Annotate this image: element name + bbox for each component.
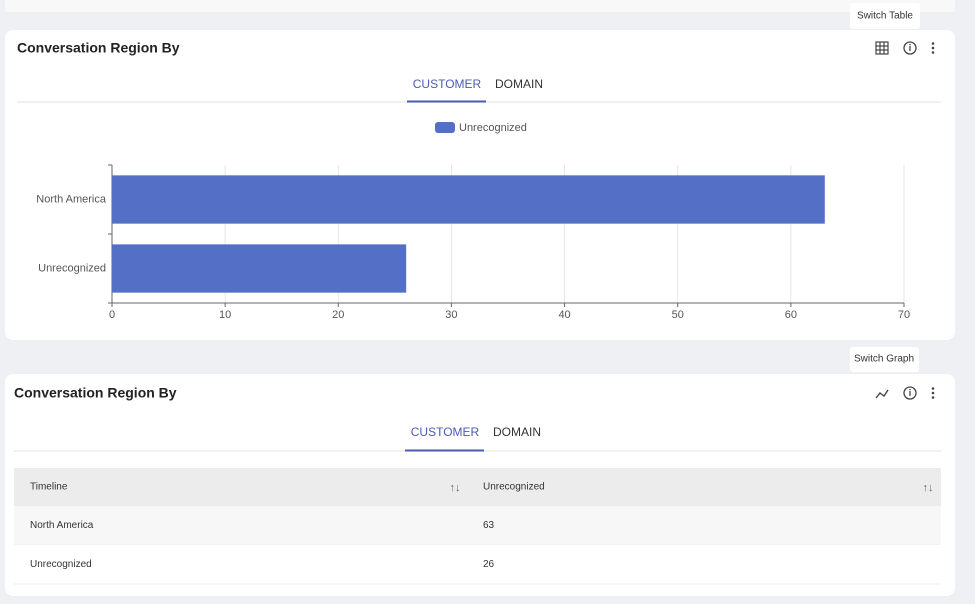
- x-tick-label: 70: [898, 309, 910, 321]
- graph-icon[interactable]: [875, 389, 889, 399]
- panel-title: Conversation Region By: [14, 385, 177, 401]
- y-tick-label: Unrecognized: [38, 262, 106, 274]
- tooltip: Switch Table: [857, 11, 913, 22]
- table-row: [14, 545, 941, 584]
- legend-label: Unrecognized: [459, 122, 527, 134]
- tab[interactable]: DOMAIN: [495, 77, 543, 91]
- y-tick-label: North America: [36, 193, 107, 205]
- legend-swatch: [435, 122, 455, 133]
- bar: [112, 244, 407, 293]
- bar-chart: 0 10 20 30 40 50 60 70 North America Unrecognized…: [36, 122, 910, 321]
- info-icon[interactable]: [903, 386, 917, 400]
- x-tick-label: 10: [219, 309, 231, 321]
- header-row: [14, 468, 941, 506]
- tooltip: Switch Graph: [854, 354, 914, 365]
- tab-active[interactable]: CUSTOMER: [411, 425, 480, 439]
- table-cell: North America: [30, 520, 94, 531]
- menu-icon[interactable]: [931, 42, 935, 54]
- column-header: Timeline: [30, 482, 68, 493]
- sort-icon[interactable]: ↑↓: [923, 482, 934, 494]
- table-cell: 26: [483, 559, 495, 570]
- menu-icon[interactable]: [931, 387, 935, 399]
- tab[interactable]: DOMAIN: [493, 425, 541, 439]
- sort-icon[interactable]: ↑↓: [450, 482, 461, 494]
- x-tick-label: 60: [785, 309, 797, 321]
- tab-active[interactable]: CUSTOMER: [413, 77, 482, 91]
- tooltip-box: [850, 3, 920, 29]
- info-icon[interactable]: [903, 41, 917, 55]
- x-tick-label: 20: [332, 309, 344, 321]
- x-tick-label: 0: [109, 309, 115, 321]
- previous-panel: [5, 0, 955, 12]
- tooltip-box: [850, 347, 919, 372]
- column-header: Unrecognized: [483, 482, 545, 493]
- x-tick-label: 30: [445, 309, 457, 321]
- table-row: [14, 506, 941, 545]
- panel-title: Conversation Region By: [17, 40, 180, 56]
- table-icon[interactable]: [875, 41, 889, 55]
- table-cell: 63: [483, 520, 495, 531]
- x-tick-label: 40: [558, 309, 570, 321]
- bar: [112, 175, 825, 224]
- x-tick-label: 50: [672, 309, 684, 321]
- data-table: Timeline ↑↓ Unrecognized ↑↓ North America 63 U…: [14, 468, 941, 585]
- table-cell: Unrecognized: [30, 559, 92, 570]
